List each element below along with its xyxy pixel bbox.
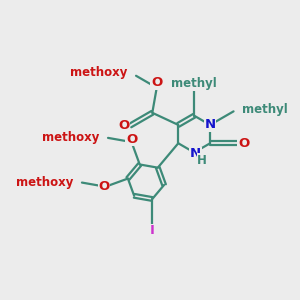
Text: O: O [118,119,130,132]
Text: methyl: methyl [171,77,217,90]
Text: methyl: methyl [242,103,287,116]
Text: methoxy: methoxy [16,176,73,189]
Text: methoxy: methoxy [42,131,99,144]
Text: O: O [98,180,110,193]
Text: methoxy: methoxy [70,66,128,79]
Text: N: N [190,147,201,161]
Text: O: O [151,76,162,89]
Text: O: O [238,137,249,150]
Text: N: N [205,118,216,131]
Text: O: O [126,133,137,146]
Text: I: I [150,224,155,237]
Text: H: H [197,154,207,167]
